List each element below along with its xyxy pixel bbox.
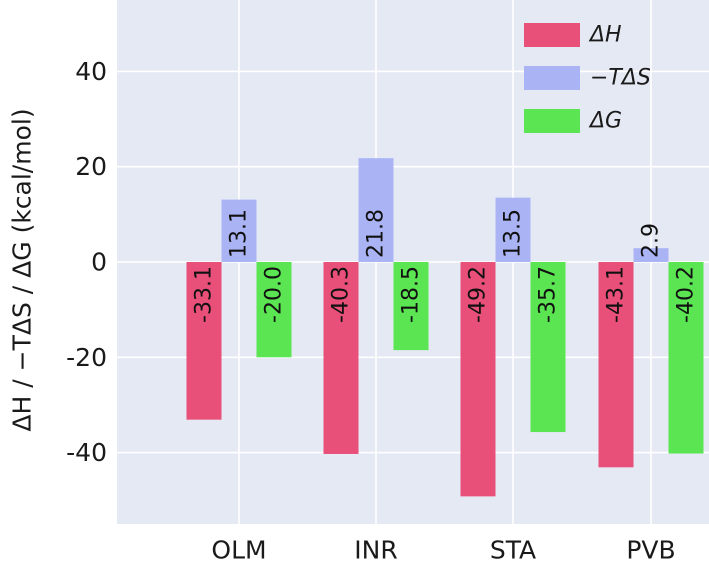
bar-value-label: 2.9 [639, 223, 664, 258]
bar-value-label: 13.1 [227, 209, 252, 258]
legend-label: ΔH [588, 23, 622, 48]
x-tick-label: INR [354, 536, 397, 561]
legend-swatch [524, 66, 580, 90]
bars: -33.1 13.1 -20.0 -40.3 21.8 -18.5 -49.2 13.5 -35… [186, 158, 704, 497]
x-tick-label: OLM [211, 536, 266, 561]
x-tick-label: PVB [626, 536, 675, 561]
bar-olm-1 [221, 199, 257, 262]
bar-inr-2 [393, 262, 429, 351]
bar-value-label: -49.2 [466, 266, 491, 323]
bar-sta-0 [460, 262, 496, 497]
bar-olm-0 [186, 262, 222, 420]
bar-value-label: -40.2 [674, 266, 699, 323]
y-tick-label: -40 [66, 438, 107, 467]
bar-olm-2 [256, 262, 292, 358]
y-tick-label: 20 [75, 152, 107, 181]
y-axis-label: ΔH / −TΔS / ΔG (kcal/mol) [8, 108, 37, 431]
bar-sta-2 [530, 262, 566, 433]
bar-value-label: -40.3 [329, 266, 354, 323]
x-tick-label: STA [490, 536, 536, 561]
bar-sta-1 [495, 197, 531, 262]
legend: ΔH −TΔS ΔG [524, 23, 651, 134]
bar-value-label: -20.0 [262, 266, 287, 323]
y-tick-label: 40 [75, 57, 107, 86]
bar-inr-0 [323, 262, 359, 454]
legend-label: ΔG [588, 109, 622, 134]
bar-value-label: -35.7 [536, 266, 561, 323]
bar-value-label: -43.1 [604, 266, 629, 323]
bar-pvb-0 [598, 262, 634, 468]
legend-swatch [524, 23, 580, 47]
legend-swatch [524, 109, 580, 133]
bar-inr-1 [358, 158, 394, 262]
bar-value-label: 13.5 [501, 209, 526, 258]
bar-value-label: 21.8 [364, 209, 389, 258]
bar-pvb-2 [668, 262, 704, 454]
y-tick-label: -20 [66, 343, 107, 372]
axis-ticks: -40 -20 0 20 40 OLM INR STA PVB [66, 57, 676, 561]
legend-label: −TΔS [590, 66, 651, 91]
y-tick-label: 0 [91, 248, 107, 277]
bar-value-label: -33.1 [192, 266, 217, 323]
bar-value-label: -18.5 [399, 266, 424, 323]
bar-pvb-1 [633, 248, 669, 262]
